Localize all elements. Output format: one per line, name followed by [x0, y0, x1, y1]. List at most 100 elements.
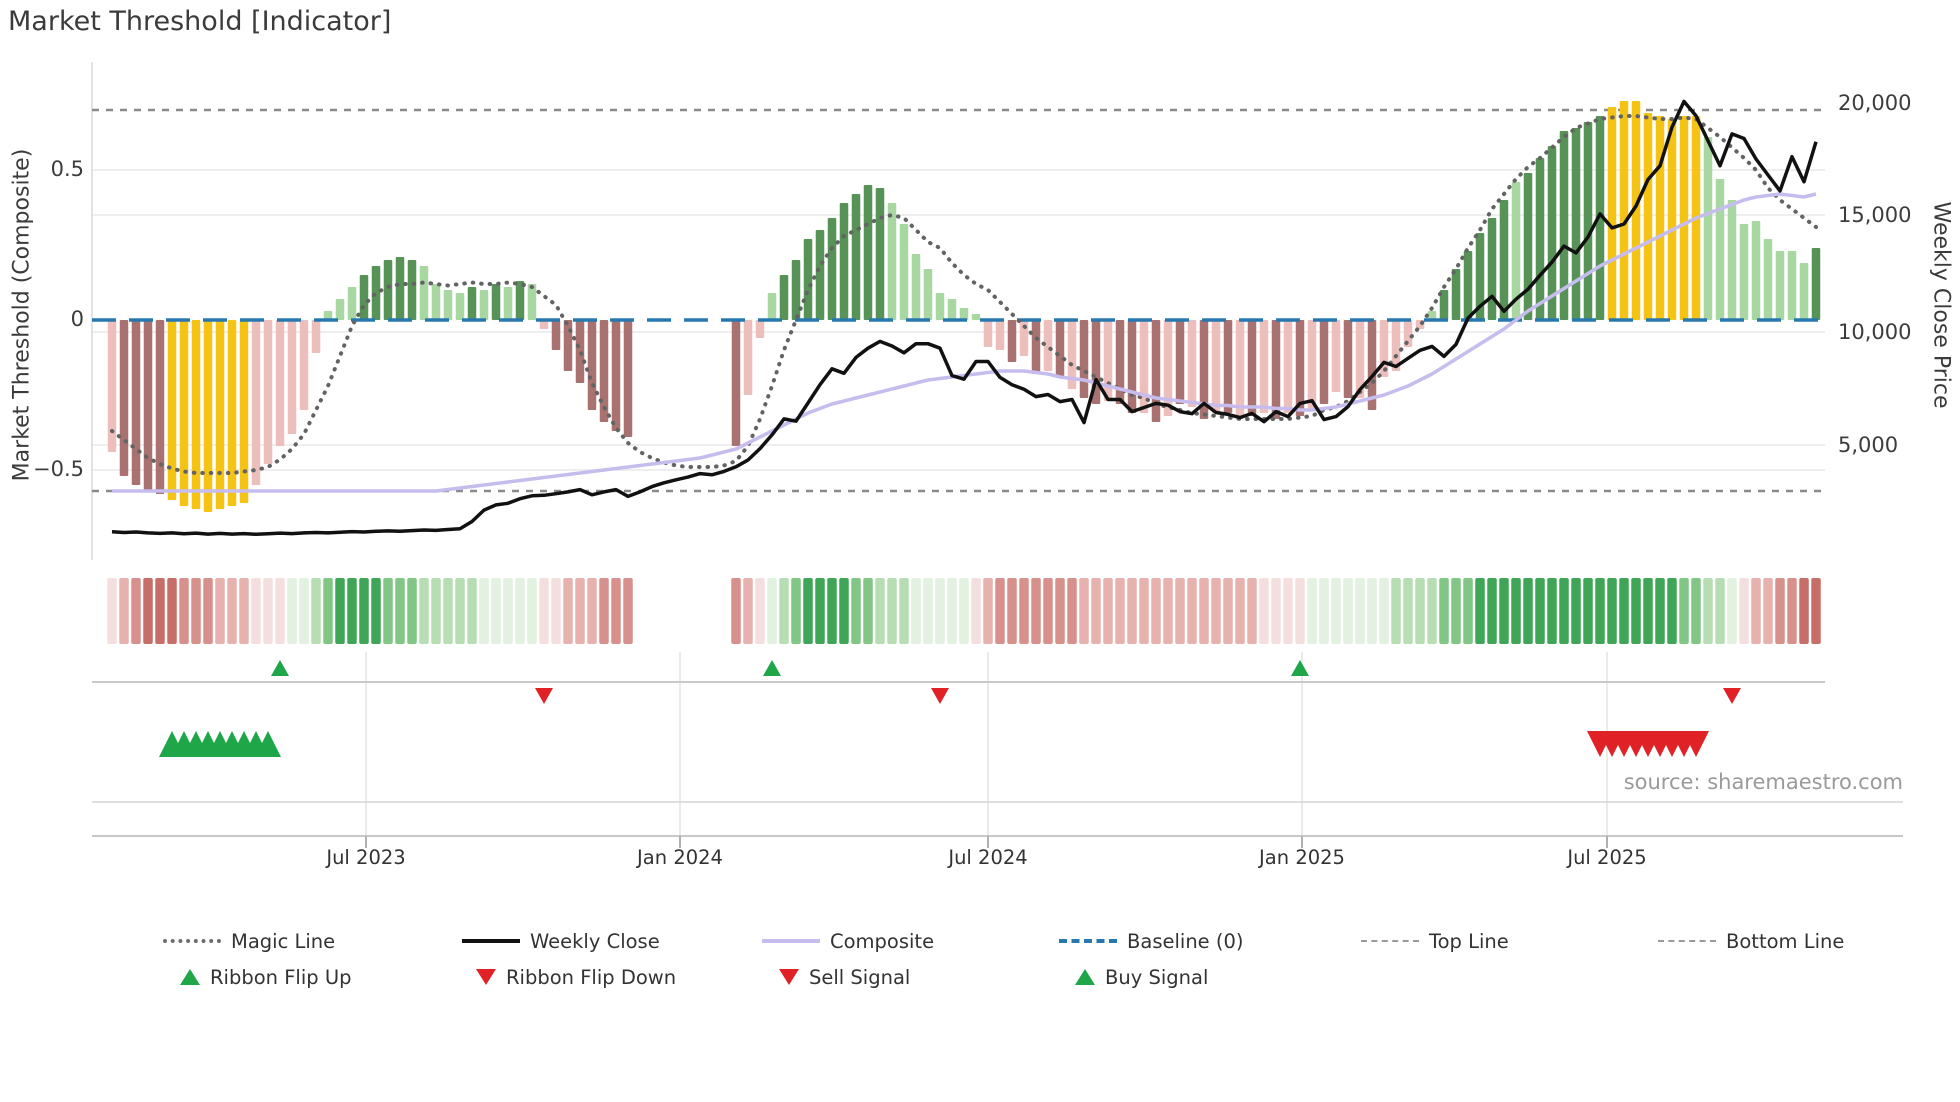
ribbon-cell	[1139, 578, 1149, 644]
right-tick-5000: 5,000	[1838, 433, 1899, 457]
ribbon-cell	[539, 578, 549, 644]
ribbon-cell	[1643, 578, 1653, 644]
ribbon-cell	[1619, 578, 1629, 644]
histogram-bar	[755, 320, 765, 338]
ribbon-cell	[1595, 578, 1605, 644]
legend-label: Buy Signal	[1105, 965, 1209, 989]
legend-weekly-close: Weekly Close	[462, 928, 660, 954]
histogram-bar	[467, 287, 477, 320]
histogram-bar	[779, 275, 789, 320]
ribbon-cell	[935, 578, 945, 644]
source-credit: source: sharemaestro.com	[1623, 770, 1903, 794]
histogram-bar	[119, 320, 129, 476]
histogram-bar	[1523, 173, 1533, 320]
legend-buy-signal: Buy Signal	[1075, 964, 1208, 990]
ribbon-cell	[227, 578, 237, 644]
histogram-bar	[1271, 320, 1281, 419]
ribbon-cell	[1319, 578, 1329, 644]
histogram-bar	[947, 299, 957, 320]
histogram-bar	[1103, 320, 1113, 401]
histogram-bar	[1043, 320, 1053, 371]
histogram-bar	[1571, 128, 1581, 320]
ribbon-cell	[551, 578, 561, 644]
page-title: Market Threshold [Indicator]	[8, 6, 392, 37]
ribbon-cell	[407, 578, 417, 644]
ribbon-cell	[1259, 578, 1269, 644]
histogram-bar	[167, 320, 177, 500]
histogram-bar	[623, 320, 633, 437]
ribbon-cell	[1523, 578, 1533, 644]
histogram-bar	[1019, 320, 1029, 356]
flip-down-triangle-icon	[476, 969, 496, 985]
histogram-bar	[359, 275, 369, 320]
legend-ribbon-flip-up: Ribbon Flip Up	[180, 964, 352, 990]
legend-label: Ribbon Flip Up	[210, 965, 352, 989]
legend-label: Sell Signal	[809, 965, 911, 989]
histogram-bar	[1751, 221, 1761, 320]
histogram-bar	[443, 290, 453, 320]
ribbon-cell	[851, 578, 861, 644]
histogram-bar	[767, 293, 777, 320]
ribbon-cell	[503, 578, 513, 644]
histogram-bar	[1319, 320, 1329, 404]
ribbon-cell	[995, 578, 1005, 644]
histogram-bar	[203, 320, 213, 512]
ribbon-cell	[1127, 578, 1137, 644]
ribbon-cell	[1535, 578, 1545, 644]
histogram-bar	[407, 260, 417, 320]
ribbon-cell	[779, 578, 789, 644]
ribbon-cell	[731, 578, 741, 644]
histogram-bar	[839, 203, 849, 320]
ribbon-cell	[1031, 578, 1041, 644]
threshold-histogram	[107, 101, 1821, 512]
ribbon-cell	[1667, 578, 1677, 644]
histogram-bar	[1007, 320, 1017, 362]
histogram-bar	[1535, 158, 1545, 320]
ribbon-cell	[395, 578, 405, 644]
ribbon-cell	[1775, 578, 1785, 644]
ribbon-cell	[1415, 578, 1425, 644]
histogram-bar	[347, 287, 357, 320]
histogram-bar	[1667, 119, 1677, 320]
legend-label: Top Line	[1429, 929, 1509, 953]
ribbon-cell	[887, 578, 897, 644]
magic-line	[110, 114, 1818, 475]
ribbon-cell	[323, 578, 333, 644]
legend-label: Composite	[830, 929, 935, 953]
ribbon-cell	[1199, 578, 1209, 644]
histogram-bar	[1067, 320, 1077, 389]
histogram-bar	[1247, 320, 1257, 416]
ribbon-cell	[1295, 578, 1305, 644]
histogram-bar	[959, 308, 969, 320]
histogram-bar	[551, 320, 561, 350]
ribbon-cell	[1571, 578, 1581, 644]
right-tick-10000: 10,000	[1838, 320, 1912, 344]
ribbon-cell	[347, 578, 357, 644]
ribbon-cell	[1607, 578, 1617, 644]
ribbon-cell	[803, 578, 813, 644]
histogram-bar	[1511, 182, 1521, 320]
ribbon-cell	[1343, 578, 1353, 644]
left-tick-minus-0.5: −0.5	[33, 457, 84, 481]
legend-top-line: Top Line	[1361, 928, 1509, 954]
ribbon-cell	[911, 578, 921, 644]
histogram-bar	[1811, 248, 1821, 320]
date-tick-jul-2023: Jul 2023	[326, 846, 406, 869]
histogram-bar	[179, 320, 189, 506]
histogram-bar	[1151, 320, 1161, 422]
histogram-bar	[215, 320, 225, 509]
ribbon-cell	[263, 578, 273, 644]
flip-up-triangle-icon	[180, 969, 200, 985]
histogram-bar	[1427, 311, 1437, 320]
ribbon-cell	[287, 578, 297, 644]
ribbon-cell	[515, 578, 525, 644]
ribbon-cell	[1751, 578, 1761, 644]
ribbon-cell	[131, 578, 141, 644]
histogram-bar	[1187, 320, 1197, 407]
legend-label: Baseline (0)	[1127, 929, 1244, 953]
histogram-bar	[911, 254, 921, 320]
histogram-bar	[1451, 269, 1461, 320]
histogram-bar	[1223, 320, 1233, 413]
ribbon-cell	[1403, 578, 1413, 644]
histogram-bar	[335, 299, 345, 320]
